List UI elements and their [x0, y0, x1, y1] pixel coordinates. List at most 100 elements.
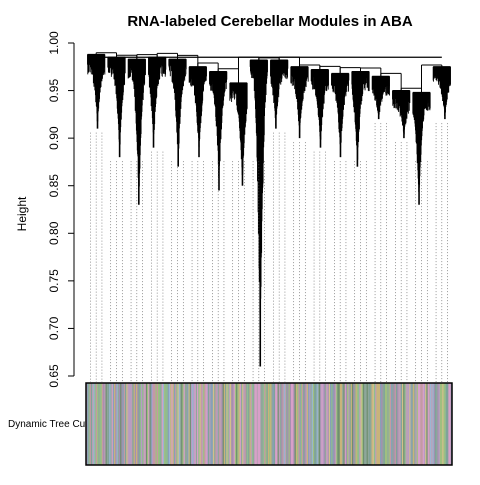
band-strip — [405, 383, 408, 465]
band-strip — [250, 383, 253, 465]
band-strip — [391, 383, 393, 465]
band-strip — [154, 383, 156, 465]
band-strip — [311, 383, 314, 465]
band-strip — [381, 383, 383, 465]
band-strip — [95, 383, 98, 465]
band-strip — [205, 383, 208, 465]
band-strip — [404, 383, 407, 465]
band-strip — [282, 383, 285, 465]
band-strip — [261, 383, 264, 465]
band-strip — [303, 383, 305, 465]
band-strip — [187, 383, 189, 465]
dendrogram-tree — [87, 52, 451, 382]
band-strip — [148, 383, 150, 465]
band-strip — [178, 383, 181, 465]
band-strip — [106, 383, 109, 465]
module-color-band — [85, 382, 453, 466]
band-strip — [166, 383, 169, 465]
band-strip — [101, 383, 104, 465]
band-strip — [93, 383, 95, 465]
band-strip — [327, 383, 330, 465]
band-strip — [377, 383, 380, 465]
band-strip — [177, 383, 180, 465]
band-strip — [111, 383, 114, 465]
band-strip — [105, 383, 108, 465]
band-strip — [298, 383, 300, 465]
band-strip — [183, 383, 186, 465]
band-strip — [260, 383, 263, 465]
band-strip — [251, 383, 254, 465]
band-strip — [420, 383, 422, 465]
band-strip — [228, 383, 231, 465]
band-strip — [203, 383, 205, 465]
band-strip — [276, 383, 278, 465]
band-strip — [342, 383, 344, 465]
band-strip — [386, 383, 388, 465]
band-strip — [340, 383, 343, 465]
band-strip — [431, 383, 433, 465]
band-strip — [231, 383, 233, 465]
band-strip — [434, 383, 437, 465]
band-strip — [195, 383, 198, 465]
band-strip — [312, 383, 315, 465]
band-strip — [123, 383, 126, 465]
band-strip — [192, 383, 194, 465]
band-strip — [247, 383, 249, 465]
band-strip — [322, 383, 325, 465]
band-strip — [401, 383, 404, 465]
band-strip — [115, 383, 117, 465]
band-strip — [316, 383, 319, 465]
band-strip — [338, 383, 341, 465]
band-strip — [380, 383, 382, 465]
band-strip — [408, 383, 410, 465]
band-strip — [225, 383, 227, 465]
band-strip — [240, 383, 243, 465]
band-strip — [362, 383, 365, 465]
band-strip — [284, 383, 287, 465]
band-strip — [310, 383, 313, 465]
band-strip — [262, 383, 265, 465]
band-strip — [151, 383, 154, 465]
band-strip — [107, 383, 110, 465]
band-strip — [412, 383, 415, 465]
band-strip — [375, 383, 377, 465]
band-strip — [266, 383, 269, 465]
band-strip — [164, 383, 166, 465]
band-strip — [134, 383, 137, 465]
band-strip — [286, 383, 288, 465]
band-strip — [278, 383, 281, 465]
band-strip — [176, 383, 178, 465]
band-strip — [122, 383, 125, 465]
band-strip — [116, 383, 119, 465]
band-strip — [428, 383, 431, 465]
band-strip — [367, 383, 370, 465]
band-strip — [309, 383, 311, 465]
band-strip — [308, 383, 310, 465]
band-strip — [125, 383, 127, 465]
band-strip — [294, 383, 297, 465]
band-strip — [168, 383, 171, 465]
band-strip — [242, 383, 244, 465]
band-strip — [210, 383, 213, 465]
band-strip — [194, 383, 197, 465]
band-strip — [351, 383, 354, 465]
band-strip — [275, 383, 277, 465]
band-strip — [201, 383, 204, 465]
band-strip — [127, 383, 130, 465]
band-strip — [214, 383, 216, 465]
band-strip — [87, 383, 89, 465]
band-strip — [173, 383, 176, 465]
band-strip — [142, 383, 144, 465]
band-strip — [359, 383, 361, 465]
band-strip — [445, 383, 448, 465]
band-strip — [394, 383, 397, 465]
band-strip — [448, 383, 450, 465]
band-strip — [289, 383, 292, 465]
band-strip — [167, 383, 170, 465]
band-strip — [144, 383, 147, 465]
band-strip — [279, 383, 282, 465]
y-axis: 0.65 0.70 0.75 0.80 0.85 0.90 0.95 1.00 — [47, 31, 75, 388]
band-strip — [155, 383, 158, 465]
band-strip — [328, 383, 331, 465]
band-strip — [392, 383, 394, 465]
